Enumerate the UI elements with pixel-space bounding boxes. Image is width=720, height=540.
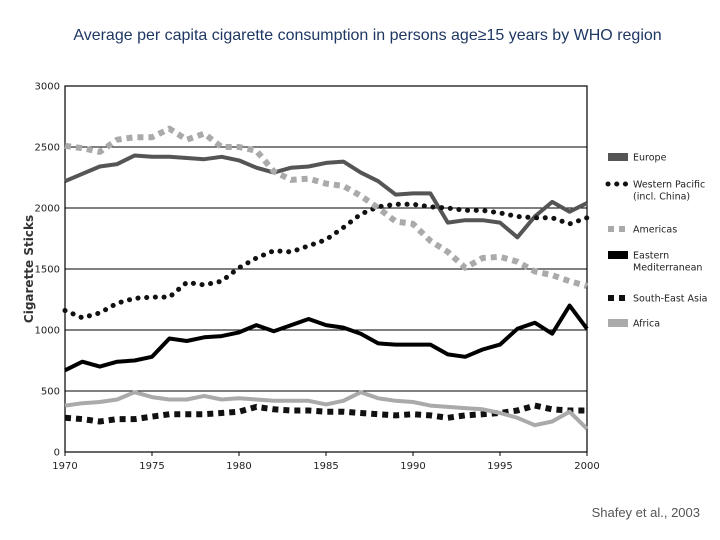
x-tick-label: 1980 xyxy=(226,461,251,472)
x-tick-label: 1985 xyxy=(313,461,338,472)
legend-item-south-east-asia: South-East Asia xyxy=(608,294,707,305)
legend-item-eastern-mediterranean: Eastern Mediterranean xyxy=(608,251,702,274)
series-line-americas xyxy=(64,125,588,289)
y-tick-label: 1500 xyxy=(35,265,60,276)
y-axis-label: Cigarette Sticks xyxy=(22,215,36,323)
series-lines xyxy=(62,125,590,431)
x-tick-label: 2000 xyxy=(574,461,599,472)
legend-label: Africa xyxy=(633,319,660,330)
grid-lines xyxy=(65,146,587,392)
x-tick-label: 1970 xyxy=(52,461,77,472)
y-tick-label: 0 xyxy=(54,448,60,459)
y-tick-label: 1000 xyxy=(35,326,60,337)
legend-label: Western Pacific (incl. China) xyxy=(633,180,705,203)
legend-label: Eastern Mediterranean xyxy=(633,251,702,274)
x-tick-label: 1995 xyxy=(487,461,512,472)
x-tick-label: 1975 xyxy=(139,461,164,472)
y-tick-label: 3000 xyxy=(35,82,60,93)
legend-swatch xyxy=(608,319,628,327)
series-line-europe xyxy=(64,153,588,240)
legend-item-africa: Africa xyxy=(608,319,660,330)
legend-swatch xyxy=(608,251,628,259)
chart-title: Average per capita cigarette consumption… xyxy=(73,27,662,44)
series-line-western-pacific-incl-china xyxy=(62,201,590,321)
legend-label: South-East Asia xyxy=(633,294,707,305)
y-tick-label: 2500 xyxy=(35,143,60,154)
series-line-eastern-mediterranean xyxy=(64,303,589,373)
x-tick-label: 1990 xyxy=(400,461,425,472)
legend-swatch xyxy=(608,153,628,161)
legend-label: Americas xyxy=(633,225,677,236)
legend-label: Europe xyxy=(633,153,667,164)
legend-item-americas: Americas xyxy=(608,225,677,236)
series-line-africa xyxy=(64,390,589,431)
axis-ticks: 0 500 1000 1500 2000 2500 3000 1970 1975 1980 1985… xyxy=(35,82,600,473)
legend: Europe Western Pacific (incl. China) Americ… xyxy=(605,153,707,330)
y-tick-label: 2000 xyxy=(35,204,60,215)
source-citation: Shafey et al., 2003 xyxy=(591,505,700,520)
legend-item-europe: Europe xyxy=(608,153,667,164)
legend-item-western-pacific-incl-china: Western Pacific (incl. China) xyxy=(605,180,705,203)
y-tick-label: 500 xyxy=(41,387,60,398)
